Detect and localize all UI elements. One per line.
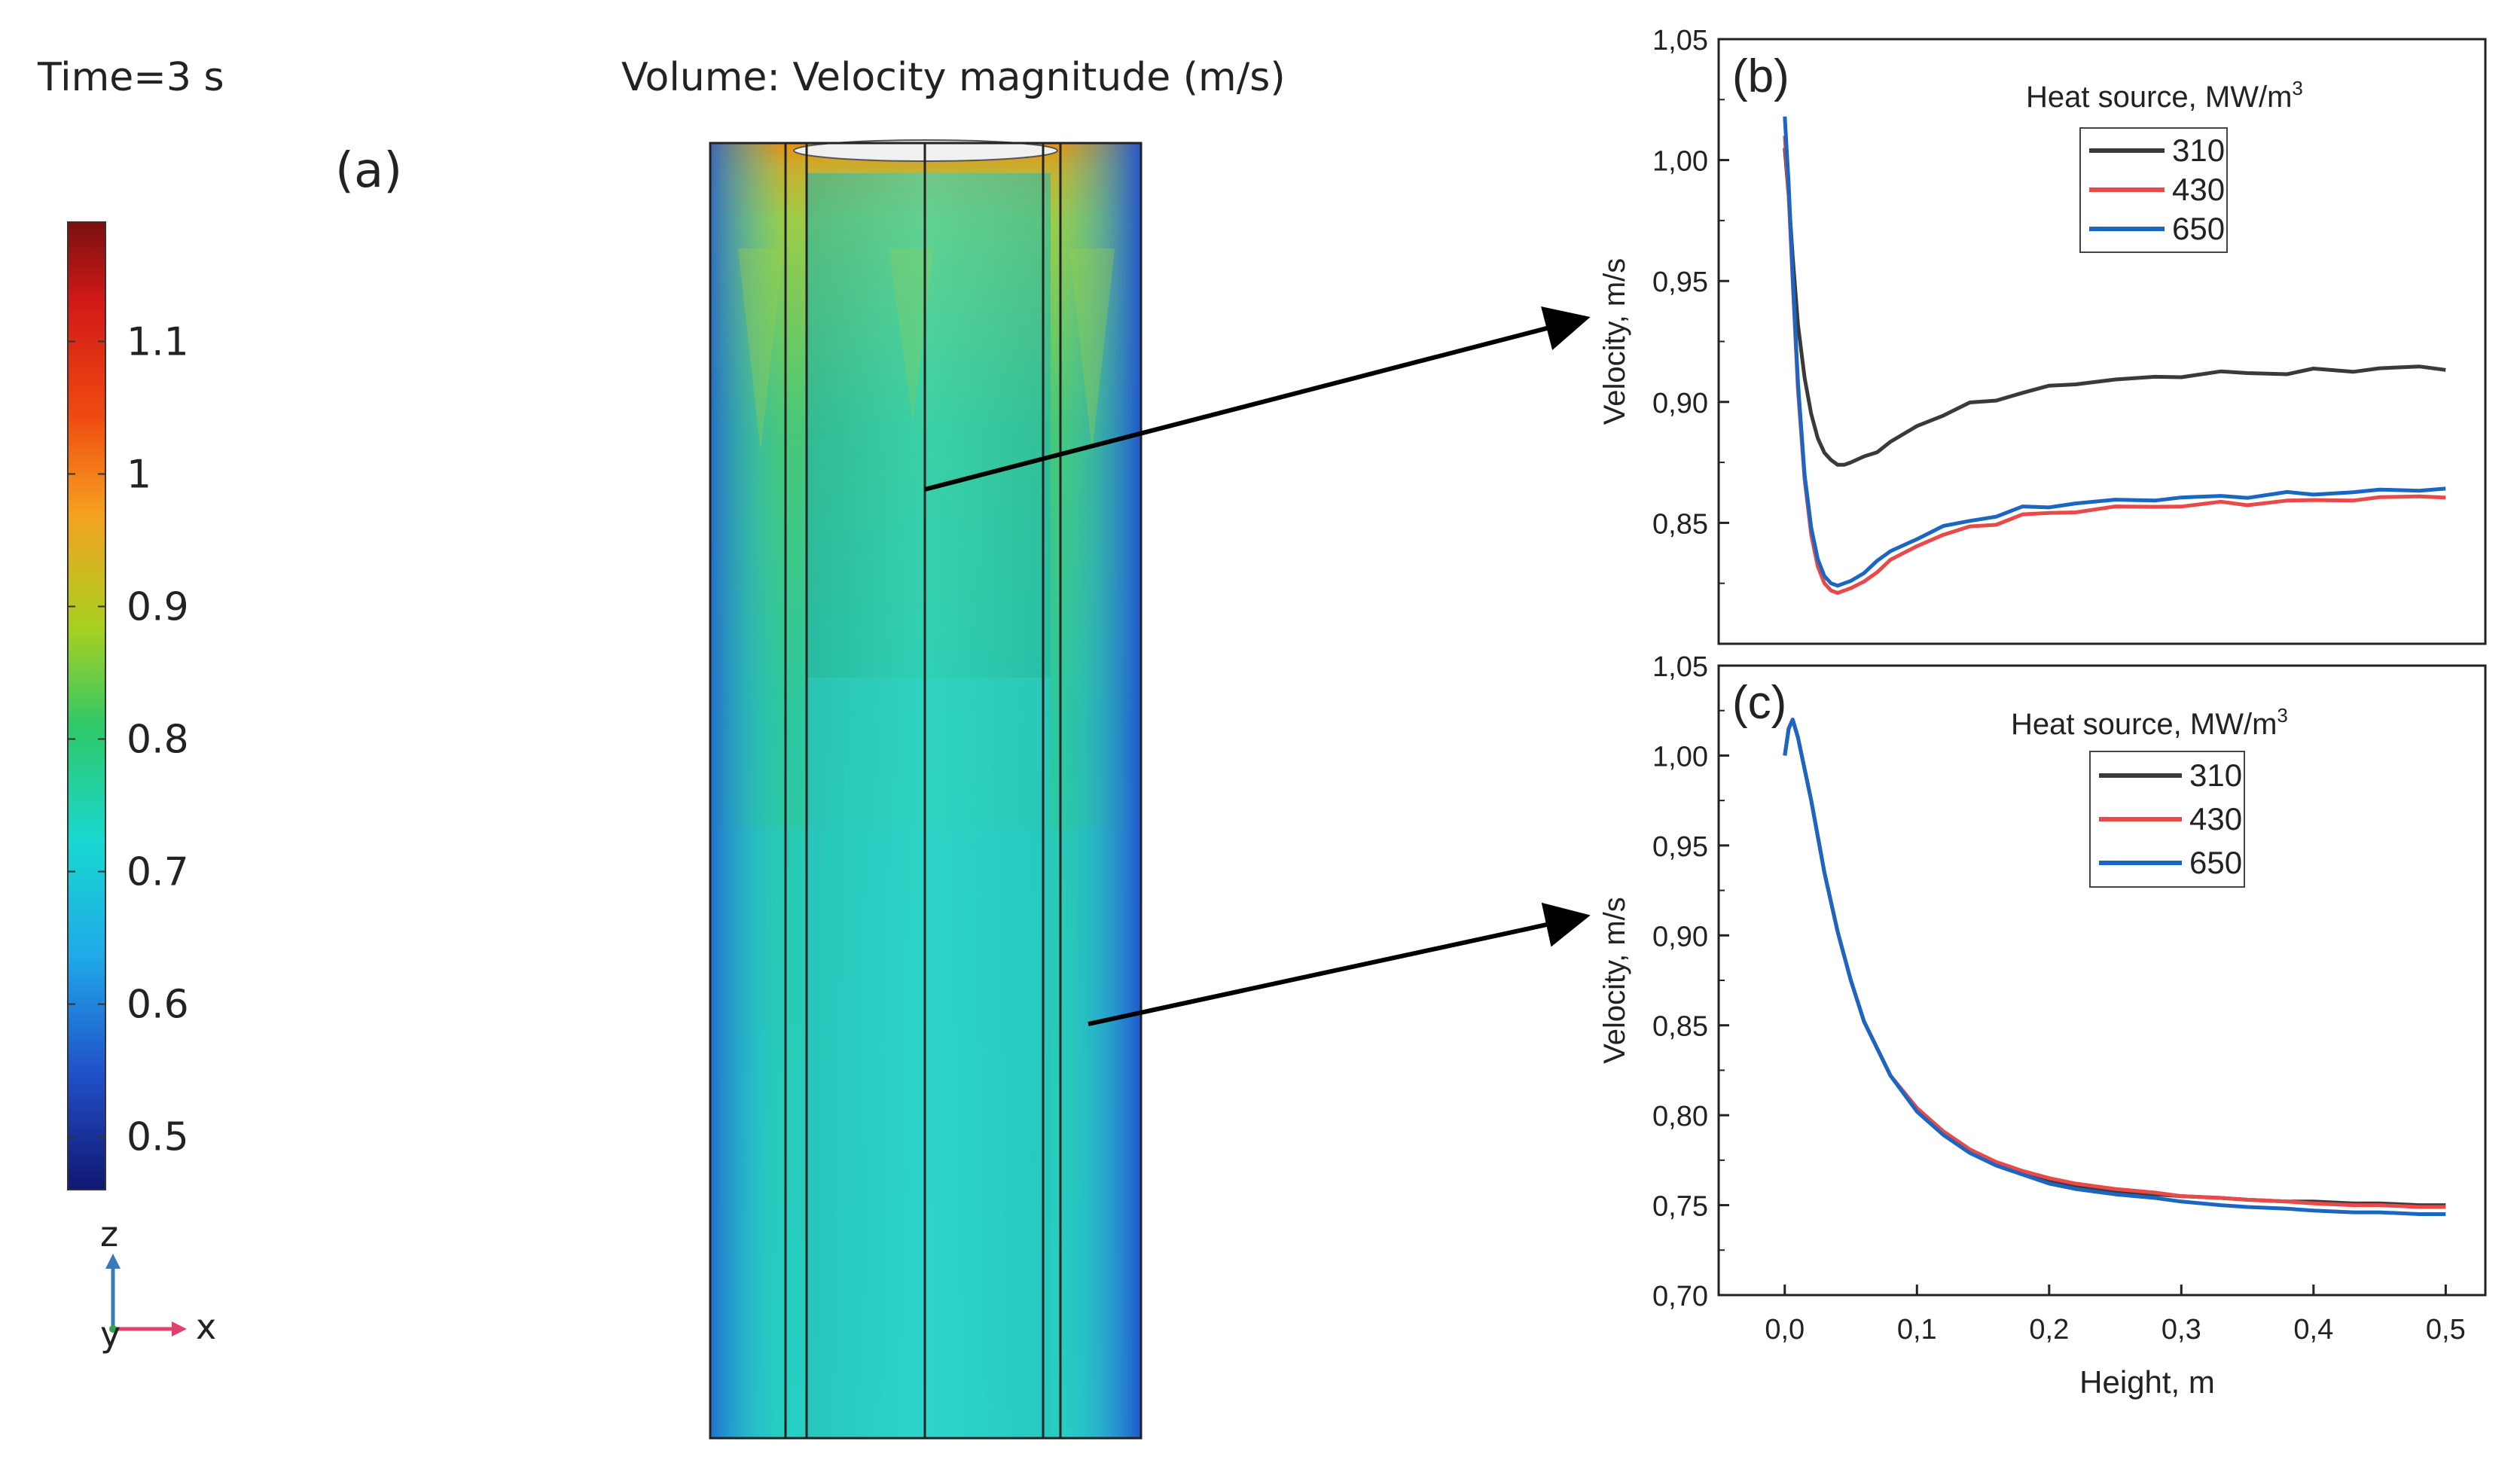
y-axis-title: Velocity, m/s [1598, 258, 1631, 425]
panel-label: (c) [1732, 677, 1786, 729]
series-line-310 [1783, 148, 2446, 467]
x-tick-label: 0,3 [2162, 1314, 2201, 1346]
legend-entry: 650 [2172, 211, 2225, 246]
legend-title-superscript: 3 [2277, 704, 2287, 727]
colorbar-tick-label: 0.5 [127, 1115, 189, 1160]
time-label: Time=3 s [37, 55, 224, 100]
x-tick-label: 0,2 [2029, 1314, 2069, 1346]
column-left-edge [710, 143, 786, 1438]
axis-triad: z y x [100, 1214, 216, 1355]
y-axis-label: y [100, 1314, 121, 1355]
x-axis-title: Height, m [2079, 1364, 2215, 1400]
y-tick-label: 1,05 [1652, 25, 1708, 56]
y-tick-label: 1,00 [1652, 741, 1708, 773]
arrow-to-panel-c [1088, 902, 1591, 1026]
panel-label: (b) [1732, 50, 1789, 102]
colorbar-tick-label: 1.1 [127, 319, 189, 364]
chart-c: 0,70 0,75 0,80 0,85 0,90 0,95 1,00 1,05 0,0 0,1 0,… [1598, 651, 2487, 1400]
colorbar-tick-label: 0.6 [127, 983, 189, 1028]
y-axis-dot [109, 1325, 117, 1333]
y-tick-label: 1,00 [1652, 146, 1708, 178]
x-tick-label: 0,4 [2293, 1314, 2333, 1346]
colorbar-tick-label: 0.7 [127, 850, 189, 895]
velocity-column [709, 139, 1143, 1440]
x-axis-arrowhead [172, 1321, 187, 1336]
legend-title-text: Heat source, MW/m [2026, 81, 2292, 114]
legend-entry: 430 [2189, 801, 2242, 837]
y-axis-title: Velocity, m/s [1598, 897, 1631, 1064]
y-tick-label: 0,85 [1652, 508, 1708, 540]
colorbar-tick-label: 1 [127, 452, 151, 497]
x-tick-label: 0,5 [2426, 1314, 2466, 1346]
colorbar-tick-label: 0.9 [127, 584, 189, 629]
series-line-650 [1783, 116, 2446, 588]
y-tick-label: 0,95 [1652, 267, 1708, 298]
y-tick-label: 1,05 [1652, 651, 1708, 683]
x-tick-label: 0,0 [1765, 1314, 1805, 1346]
colorbar-tick-label: 0.8 [127, 718, 189, 763]
legend-entry: 430 [2172, 172, 2225, 207]
colorbar-ticks: 1.1 1 0.9 0.8 0.7 0.6 0.5 [68, 319, 189, 1160]
y-tick-label: 0,85 [1652, 1011, 1708, 1043]
chart-b: 0,85 0,90 0,95 1,00 1,05 Velocity, m/s (b) Heat… [1598, 25, 2487, 645]
y-tick-label: 0,95 [1652, 831, 1708, 863]
legend-entry: 310 [2172, 133, 2225, 168]
simulation-title: Volume: Velocity magnitude (m/s) [621, 55, 1286, 100]
legend-entry: 650 [2189, 845, 2242, 880]
legend-title-text: Heat source, MW/m [2011, 708, 2277, 741]
y-tick-label: 0,90 [1652, 921, 1708, 952]
colorbar [67, 221, 106, 1190]
panel-a-label: (a) [335, 143, 402, 199]
arrow-to-panel-b [924, 306, 1591, 492]
z-axis-arrowhead [105, 1254, 121, 1269]
y-tick-label: 0,70 [1652, 1281, 1708, 1312]
x-tick-label: 0,1 [1897, 1314, 1937, 1346]
y-tick-label: 0,75 [1652, 1191, 1708, 1223]
legend-title: Heat source, MW/m3 [2011, 704, 2288, 741]
legend-title: Heat source, MW/m3 [2026, 77, 2303, 114]
inner-tube [806, 173, 1051, 1438]
legend-entry: 310 [2189, 757, 2242, 793]
z-axis-label: z [100, 1214, 118, 1254]
y-tick-label: 0,90 [1652, 388, 1708, 419]
y-tick-label: 0,80 [1652, 1101, 1708, 1132]
series-line-650 [1783, 718, 2446, 1216]
column-right-edge [1054, 143, 1141, 1438]
x-axis-label: x [196, 1306, 216, 1347]
legend-title-superscript: 3 [2292, 77, 2302, 99]
